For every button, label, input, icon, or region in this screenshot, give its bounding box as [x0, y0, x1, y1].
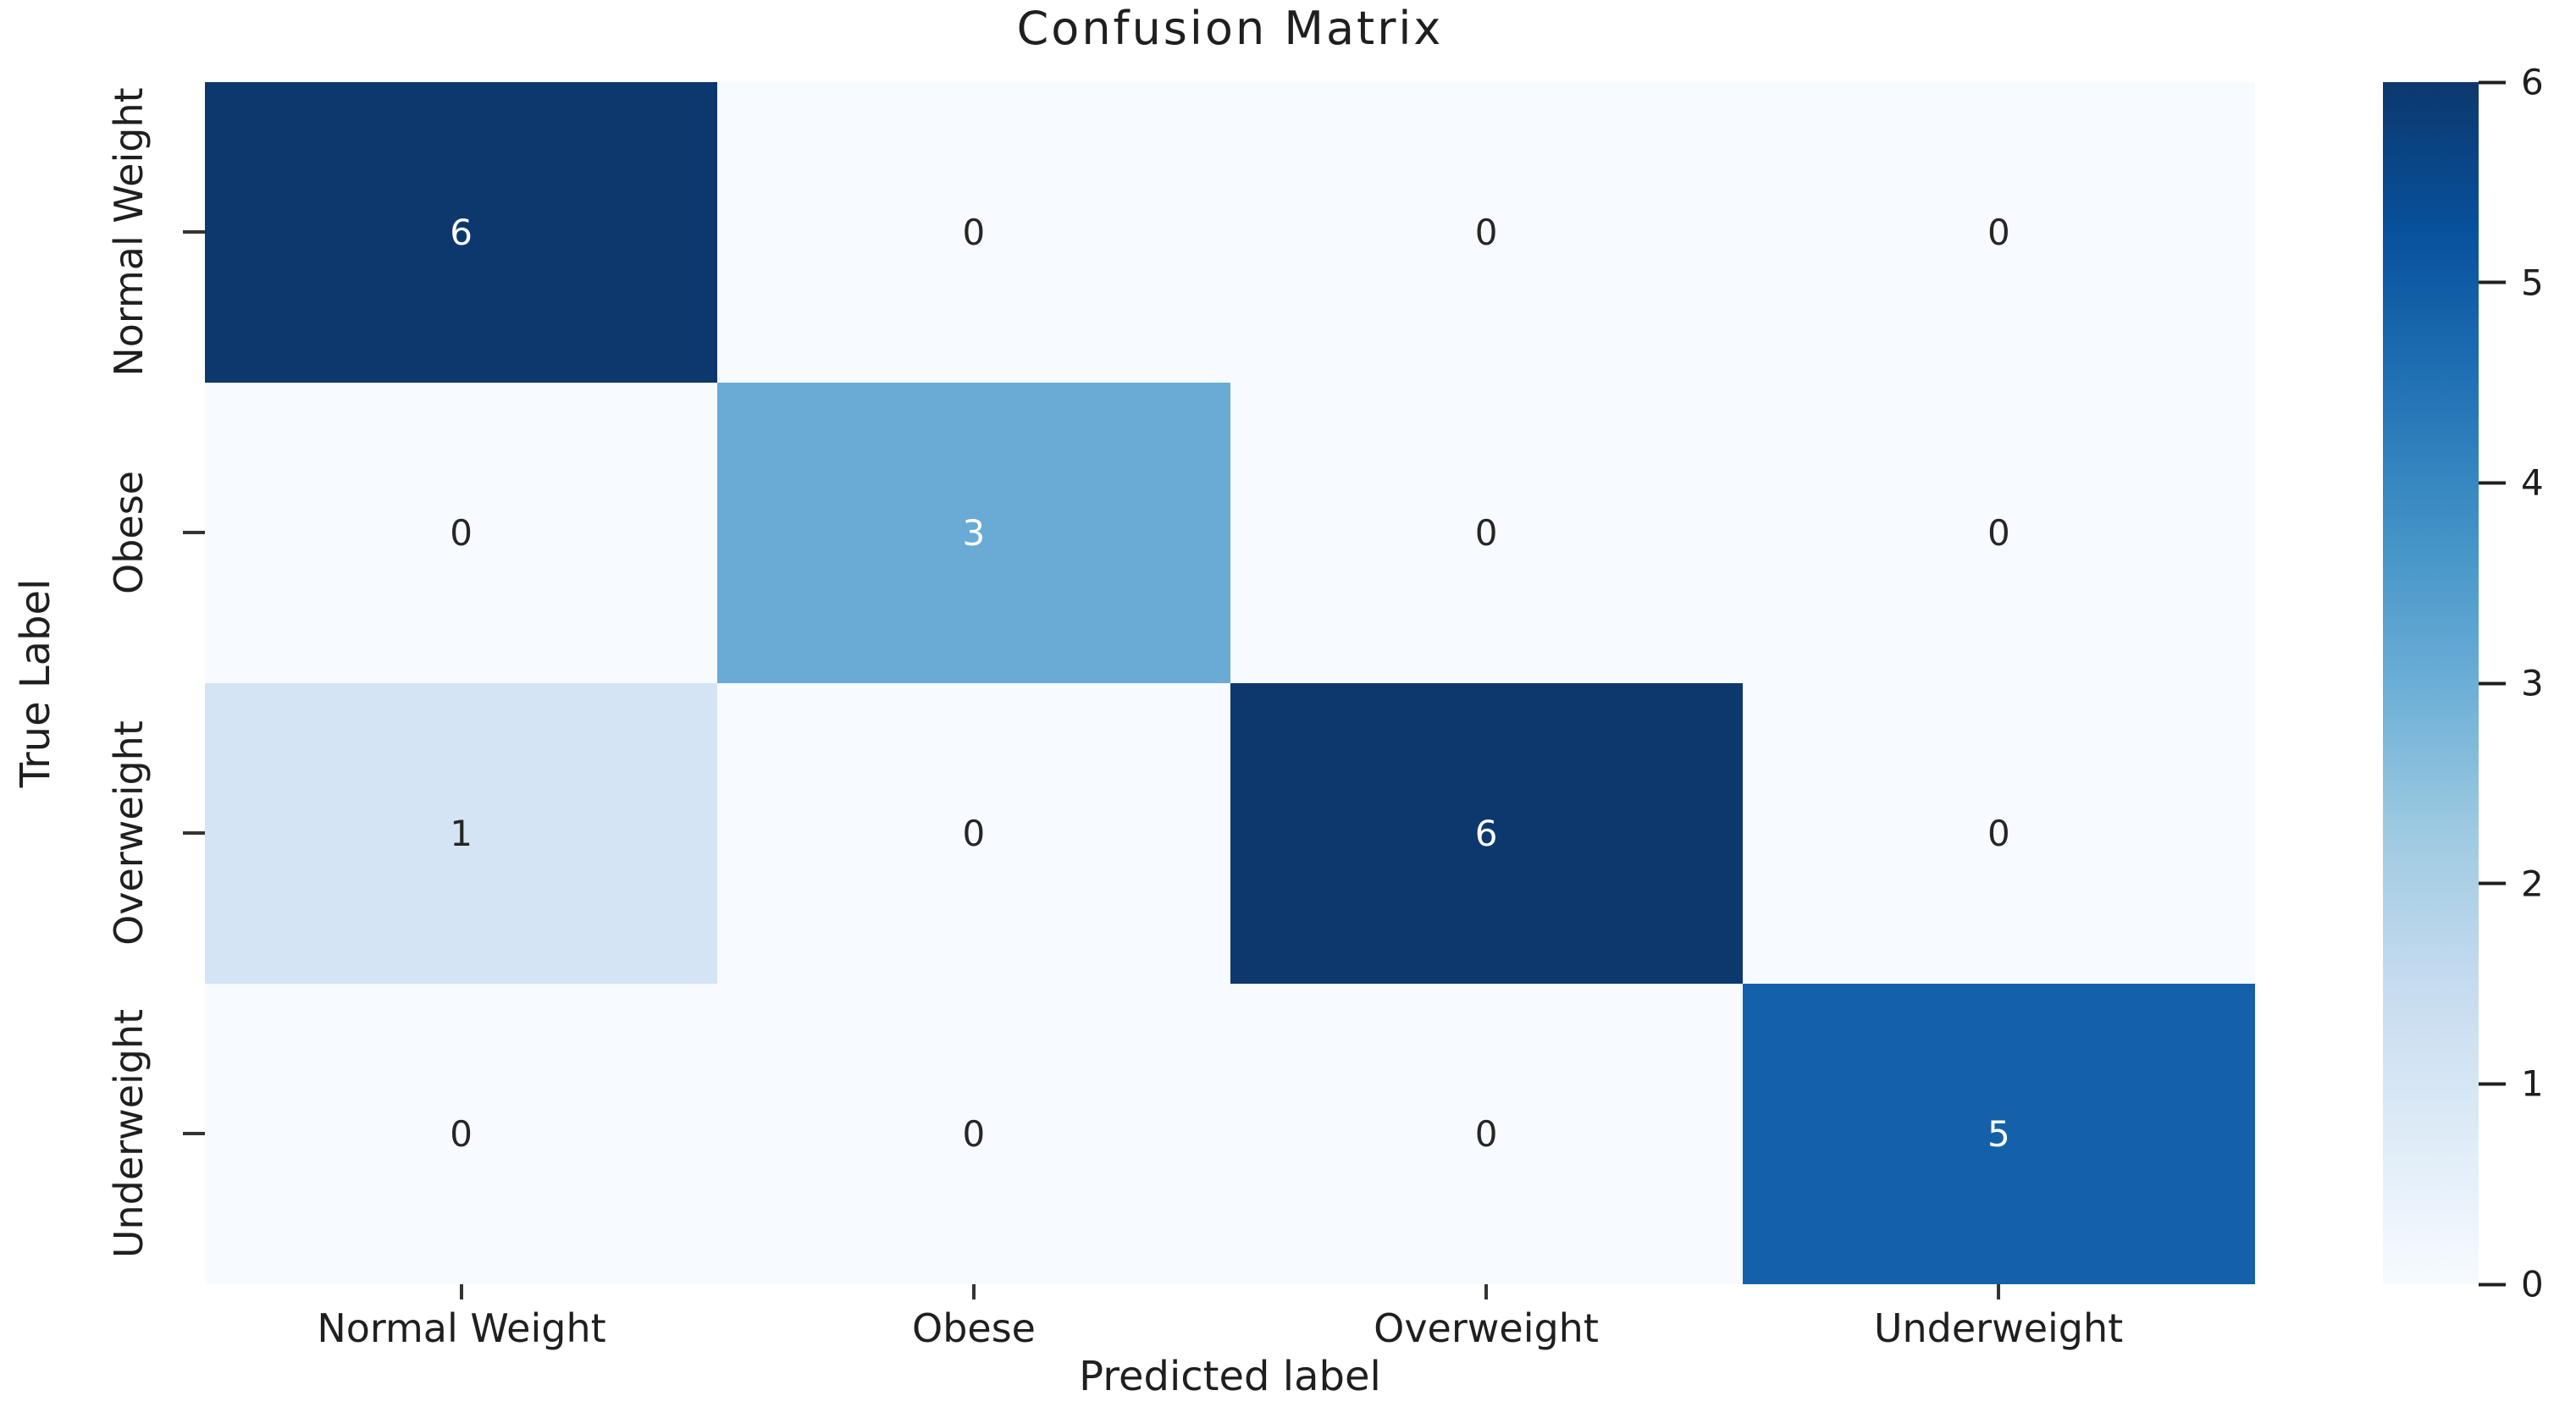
- x-tick-label-normal-weight: Normal Weight: [317, 1305, 606, 1351]
- x-tick-label-overweight: Overweight: [1374, 1305, 1599, 1351]
- matrix-cell-r1c2: 0: [1230, 383, 1743, 683]
- matrix-cell-r3c3: 5: [1742, 984, 2255, 1284]
- colorbar-tick-label: 0: [2521, 1263, 2546, 1305]
- colorbar-tick: 1: [2479, 1063, 2546, 1105]
- colorbar-tick-label: 6: [2521, 61, 2546, 103]
- x-tick-mark: [972, 1284, 976, 1299]
- colorbar-ticks: 6 5 4 3 2 1 0: [2479, 62, 2576, 1305]
- y-tick-mark: [183, 831, 205, 835]
- colorbar-tick: 3: [2479, 663, 2546, 704]
- matrix-cell-r2c0: 1: [205, 683, 718, 984]
- colorbar-tick: 5: [2479, 262, 2546, 303]
- matrix-cell-r3c1: 0: [717, 984, 1230, 1284]
- x-tick-mark: [1484, 1284, 1488, 1299]
- chart-title: Confusion Matrix: [1016, 2, 1444, 55]
- x-tick-label-obese: Obese: [912, 1305, 1036, 1351]
- colorbar-tick-label: 4: [2521, 461, 2546, 504]
- y-tick-mark: [183, 1132, 205, 1135]
- y-tick-label-underweight: Underweight: [106, 1008, 152, 1259]
- matrix-cell-r3c2: 0: [1230, 984, 1743, 1284]
- colorbar-tick-mark: [2479, 1283, 2506, 1286]
- colorbar-tick: 6: [2479, 62, 2546, 103]
- y-axis-label: True Label: [12, 578, 59, 788]
- colorbar-tick-mark: [2479, 1082, 2506, 1086]
- colorbar-tick: 2: [2479, 863, 2546, 904]
- y-tick-label-normal-weight: Normal Weight: [106, 87, 152, 377]
- colorbar-tick-label: 2: [2521, 863, 2546, 905]
- x-tick-mark: [1997, 1284, 2000, 1299]
- matrix-cell-r0c1: 0: [717, 82, 1230, 383]
- matrix-cell-r2c2: 6: [1230, 683, 1743, 984]
- matrix-cell-r2c1: 0: [717, 683, 1230, 984]
- heatmap-grid: 6 0 0 0 0 3 0 0 1 0 6 0 0 0 0 5: [205, 82, 2255, 1284]
- colorbar-tick-mark: [2479, 681, 2506, 685]
- y-tick-label-obese: Obese: [106, 471, 152, 594]
- colorbar-tick-label: 5: [2521, 262, 2546, 304]
- y-tick-label-overweight: Overweight: [106, 720, 152, 946]
- matrix-cell-r0c0: 6: [205, 82, 718, 383]
- colorbar-tick-mark: [2479, 280, 2506, 284]
- x-tick-mark: [460, 1284, 463, 1299]
- matrix-cell-r1c1: 3: [717, 383, 1230, 683]
- colorbar-tick: 4: [2479, 462, 2546, 504]
- colorbar-tick-mark: [2479, 481, 2506, 485]
- matrix-cell-r0c3: 0: [1742, 82, 2255, 383]
- x-tick-label-underweight: Underweight: [1873, 1305, 2124, 1351]
- matrix-cell-r3c0: 0: [205, 984, 718, 1284]
- colorbar-tick-label: 3: [2521, 662, 2546, 704]
- matrix-cell-r0c2: 0: [1230, 82, 1743, 383]
- matrix-cell-r1c0: 0: [205, 383, 718, 683]
- colorbar-gradient: [2383, 82, 2479, 1284]
- y-tick-mark: [183, 531, 205, 534]
- y-tick-mark: [183, 230, 205, 234]
- x-axis-label: Predicted label: [1079, 1353, 1381, 1400]
- colorbar-tick-label: 1: [2521, 1062, 2546, 1105]
- colorbar-tick-mark: [2479, 881, 2506, 886]
- matrix-cell-r2c3: 0: [1742, 683, 2255, 984]
- matrix-cell-r1c3: 0: [1742, 383, 2255, 683]
- colorbar-tick: 0: [2479, 1264, 2546, 1305]
- colorbar-tick-mark: [2479, 80, 2506, 84]
